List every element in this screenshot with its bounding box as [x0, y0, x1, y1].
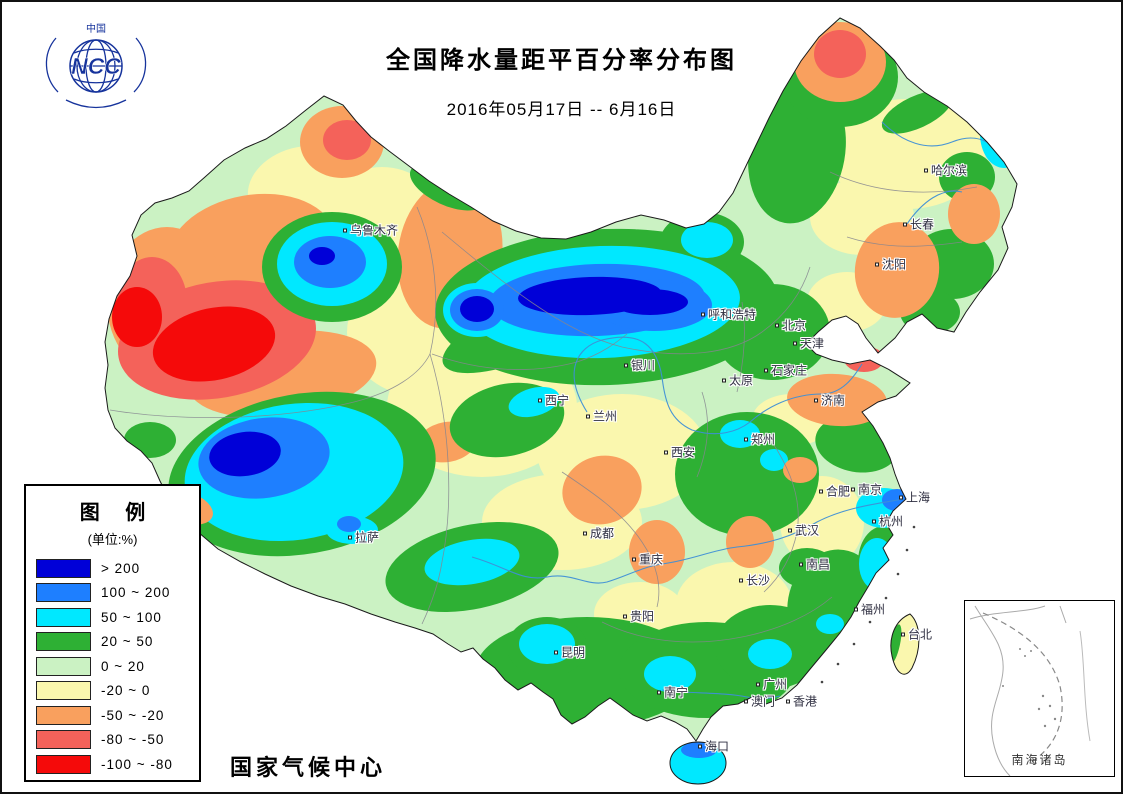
legend-item: 0 ~ 20 — [36, 654, 199, 679]
legend-label: 50 ~ 100 — [101, 609, 162, 625]
legend-title: 图 例 — [79, 502, 156, 524]
legend-swatch — [36, 607, 91, 627]
legend-item: -50 ~ -20 — [36, 703, 199, 728]
coastal-islands — [820, 525, 916, 684]
legend-label: > 200 — [101, 560, 141, 576]
legend-swatch — [36, 656, 91, 676]
hainan-island — [669, 741, 727, 785]
legend-label: 20 ~ 50 — [101, 634, 154, 650]
rivers — [471, 121, 1003, 700]
dash-line-boundary — [982, 612, 1063, 764]
globe-icon — [69, 39, 123, 93]
legend-swatch — [36, 632, 91, 652]
legend-label: -80 ~ -50 — [101, 732, 165, 748]
legend-item: -80 ~ -50 — [36, 728, 199, 753]
mainland-outline — [104, 17, 1018, 742]
legend-unit: (单位:%) — [87, 532, 138, 547]
source-text: 国家气候中心 — [230, 755, 387, 780]
inset-map — [969, 605, 1091, 777]
legend-label: -20 ~ 0 — [101, 683, 151, 699]
south-china-sea-inset: 南海诸岛 — [964, 600, 1115, 777]
taiwan-island — [890, 613, 920, 675]
legend-items: > 200 100 ~ 200 50 ~ 100 20 ~ 50 0 ~ 20 -20 ~… — [26, 556, 199, 777]
legend-swatch — [36, 583, 91, 603]
legend-swatch — [36, 681, 91, 701]
legend: 图 例 (单位:%) > 200 100 ~ 200 50 ~ 100 20 ~ 50… — [24, 484, 201, 782]
logo-ncc-text: NCC — [71, 53, 121, 79]
legend-item: 20 ~ 50 — [36, 630, 199, 655]
inset-label: 南海诸岛 — [1011, 753, 1068, 767]
legend-swatch — [36, 705, 91, 725]
legend-swatch — [36, 730, 91, 750]
wreath-right-icon — [133, 37, 147, 93]
legend-item: -100 ~ -80 — [36, 752, 199, 777]
precipitation-anomaly-blobs — [107, 22, 1017, 727]
legend-item: 100 ~ 200 — [36, 581, 199, 606]
legend-swatch — [36, 558, 91, 578]
legend-label: 0 ~ 20 — [101, 658, 145, 674]
legend-item: 50 ~ 100 — [36, 605, 199, 630]
legend-swatch — [36, 754, 91, 774]
legend-item: > 200 — [36, 556, 199, 581]
logo-top-text: 中国 — [86, 22, 106, 35]
legend-label: -50 ~ -20 — [101, 707, 165, 723]
legend-label: 100 ~ 200 — [101, 585, 171, 601]
ncc-logo: 中国 NCC — [45, 22, 147, 109]
legend-item: -20 ~ 0 — [36, 679, 199, 704]
inset-islands — [1002, 648, 1057, 728]
wreath-left-icon — [45, 37, 59, 93]
legend-label: -100 ~ -80 — [101, 756, 173, 772]
province-borders — [109, 171, 978, 643]
